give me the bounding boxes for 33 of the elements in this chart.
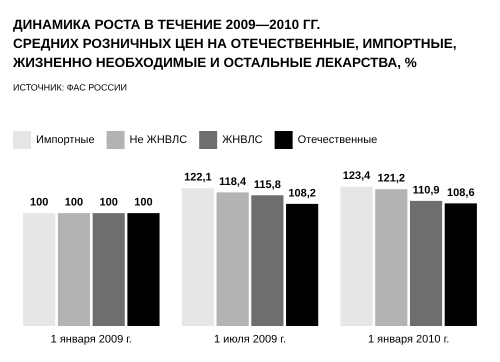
bar <box>58 213 90 326</box>
data-label: 100 <box>100 196 118 209</box>
data-label: 110,9 <box>412 184 440 196</box>
legend-label: Отечественные <box>298 134 378 146</box>
bar <box>182 188 214 326</box>
x-tick-label: 1 января 2009 г. <box>50 334 132 346</box>
data-label: 121,2 <box>378 172 406 185</box>
bar <box>251 195 284 326</box>
legend-label: Импортные <box>36 134 95 146</box>
bar <box>340 186 373 326</box>
data-label: 108,6 <box>447 186 475 199</box>
chart-title: ДИНАМИКА РОСТА В ТЕЧЕНИЕ 2009—2010 ГГ. СРЕДНИХ РОЗНИЧНЫХ ЦЕН НА ОТЕЧЕСТВЕННЫЕ, ИМПОРТНЫЕ, ЖИЗНЕННО НЕОБХОДИМЫЕ И ОСТАЛЬНЫЕ ЛЕКАРСТВА, % <box>12 17 456 70</box>
legend-label: ЖНВЛС <box>222 134 263 146</box>
data-label: 118,4 <box>219 176 247 188</box>
bar <box>410 200 442 326</box>
bar <box>444 203 477 326</box>
bar <box>23 213 56 326</box>
data-label: 123,4 <box>342 170 372 182</box>
bar <box>92 213 125 326</box>
data-label: 100 <box>134 196 153 209</box>
data-label: 115,8 <box>254 178 281 191</box>
text: ИСТОЧНИК: ФАС РОССИИ <box>13 82 127 92</box>
bar <box>216 192 249 326</box>
data-label: 108,2 <box>288 187 316 200</box>
x-tick-label: 1 января 2010 г. <box>368 334 450 346</box>
legend-label: Не ЖНВЛС <box>130 134 188 146</box>
data-label: 122,1 <box>184 172 212 184</box>
bar <box>127 213 160 326</box>
x-tick-label: 1 июля 2009 г. <box>214 334 286 346</box>
bar <box>286 204 318 326</box>
data-label: 100 <box>30 196 48 209</box>
data-label: 100 <box>64 196 84 209</box>
bar <box>375 189 408 326</box>
